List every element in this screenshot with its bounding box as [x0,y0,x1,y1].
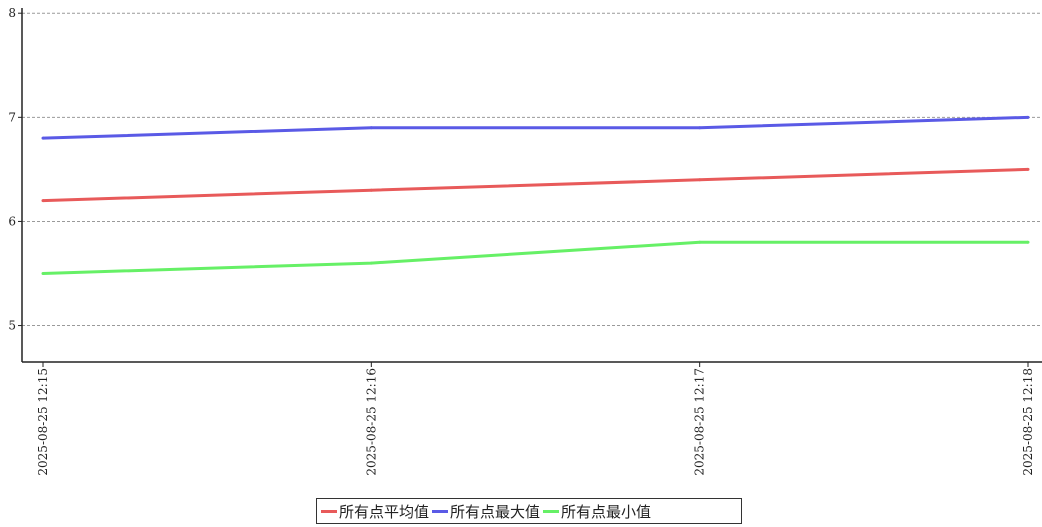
legend: 所有点平均值 所有点最大值 所有点最小值 [316,498,742,524]
series-0-point-2 [698,178,702,182]
series-line-2 [42,240,1028,275]
axes [21,8,1042,363]
series-1-point-2 [698,126,702,130]
series-1-point-0 [41,136,45,140]
legend-swatch-min [543,509,560,513]
xtick-label-0: 2025-08-25 12:15 [36,368,50,476]
legend-label-min: 所有点最小值 [561,502,652,521]
y-axis-ticks: 5 6 7 8 [8,6,22,333]
series-2-point-1 [369,261,373,265]
legend-label-avg: 所有点平均值 [339,502,430,521]
xtick-label-3: 2025-08-25 12:18 [1021,368,1035,476]
series-0-point-0 [41,199,45,203]
legend-label-max: 所有点最大值 [450,502,541,521]
series-1-point-3 [1026,115,1030,119]
legend-item-max[interactable]: 所有点最大值 [432,501,540,522]
series-2-point-3 [1026,240,1030,244]
x-axis-ticks: 2025-08-25 12:15 2025-08-25 12:16 2025-08-… [36,362,1035,476]
gridlines [22,12,1042,327]
series-line-0 [42,167,1029,203]
xtick-label-1: 2025-08-25 12:16 [364,368,378,476]
legend-item-min[interactable]: 所有点最小值 [543,501,651,522]
series-line-1 [42,115,1029,140]
legend-swatch-avg [321,509,337,513]
series-2-point-2 [698,240,702,244]
series-2-point-0 [41,272,45,275]
ytick-label-6: 6 [8,214,16,228]
legend-item-avg[interactable]: 所有点平均值 [321,501,429,522]
ytick-label-7: 7 [8,110,16,124]
series-lines [41,115,1030,275]
series-0-point-1 [369,188,373,192]
series-0-point-3 [1026,167,1030,171]
legend-swatch-max [432,509,449,513]
ytick-label-8: 8 [8,6,16,20]
xtick-label-2: 2025-08-25 12:17 [693,368,707,476]
ytick-label-5: 5 [8,319,16,333]
series-1-point-1 [369,126,373,130]
